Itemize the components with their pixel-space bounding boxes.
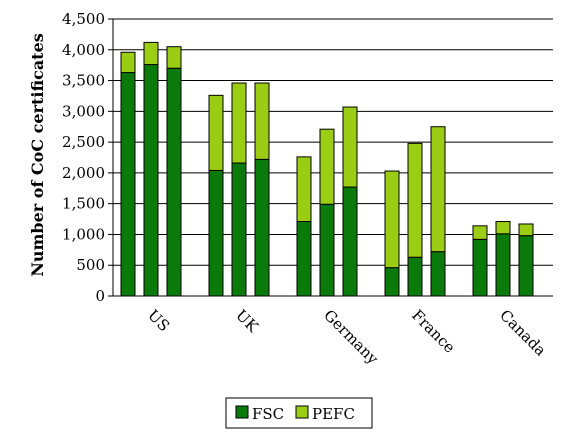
bar-pefc-us-1 xyxy=(120,51,136,74)
legend-swatch-pefc xyxy=(295,405,309,419)
x-tick-label-france: France xyxy=(408,306,459,357)
y-tick-label: 2,500 xyxy=(62,133,105,151)
y-tick-label: 4,000 xyxy=(62,41,105,59)
x-tick-label-uk: UK xyxy=(232,306,262,336)
y-axis-label: Number of CoC certificates xyxy=(28,33,47,277)
bar-pefc-us-3 xyxy=(166,46,182,69)
y-tick-label: 3,000 xyxy=(62,102,105,120)
y-tick-label: 0 xyxy=(95,287,105,305)
legend-label-pefc: PEFC xyxy=(312,405,355,423)
bar-pefc-uk-1 xyxy=(208,94,224,171)
x-tick-label-us: US xyxy=(144,306,173,335)
bars xyxy=(120,41,534,297)
bar-pefc-uk-2 xyxy=(231,82,247,164)
axes xyxy=(112,19,553,297)
y-tick-label: 1,000 xyxy=(62,225,105,243)
legend-box xyxy=(225,397,373,429)
bar-fsc-germany-2 xyxy=(319,203,335,297)
x-tick-label-canada: Canada xyxy=(496,306,549,359)
y-tick-labels: 0 500 1,000 1,500 2,000 2,500 3,000 3,500 4,000 4… xyxy=(62,10,105,305)
bar-fsc-us-1 xyxy=(120,72,136,297)
y-tick-label: 2,000 xyxy=(62,164,105,182)
bar-pefc-france-3 xyxy=(430,126,446,253)
bar-pefc-france-1 xyxy=(384,170,400,269)
bar-fsc-us-3 xyxy=(166,67,182,297)
y-tick-label: 3,500 xyxy=(62,72,105,90)
bar-fsc-canada-3 xyxy=(518,235,534,297)
bar-pefc-canada-2 xyxy=(495,221,511,235)
bar-fsc-germany-3 xyxy=(342,186,358,297)
bar-fsc-france-2 xyxy=(407,256,423,297)
legend-swatch-fsc xyxy=(235,405,249,419)
bar-fsc-france-3 xyxy=(430,251,446,297)
bar-fsc-us-2 xyxy=(143,64,159,297)
bar-fsc-germany-1 xyxy=(296,221,312,297)
bar-pefc-canada-1 xyxy=(472,225,488,240)
legend-label-fsc: FSC xyxy=(252,405,284,423)
bar-pefc-germany-2 xyxy=(319,128,335,205)
y-tick-label: 1,500 xyxy=(62,195,105,213)
bar-pefc-us-2 xyxy=(143,41,159,66)
bar-fsc-uk-1 xyxy=(208,169,224,297)
bar-fsc-canada-2 xyxy=(495,233,511,297)
bar-pefc-germany-1 xyxy=(296,156,312,223)
bar-pefc-canada-3 xyxy=(518,223,534,237)
bar-fsc-france-1 xyxy=(384,267,400,297)
y-tick-label: 500 xyxy=(76,256,105,274)
y-tick-label: 4,500 xyxy=(62,10,105,28)
x-tick-labels: US UK Germany France Canada xyxy=(144,306,549,368)
x-tick-label-germany: Germany xyxy=(320,306,382,368)
bar-pefc-france-2 xyxy=(407,142,423,258)
legend: FSC PEFC xyxy=(225,397,373,429)
bar-pefc-uk-3 xyxy=(254,82,270,160)
bar-fsc-uk-3 xyxy=(254,158,270,297)
bar-fsc-uk-2 xyxy=(231,162,247,297)
bar-pefc-germany-3 xyxy=(342,106,358,188)
bar-fsc-canada-1 xyxy=(472,238,488,297)
